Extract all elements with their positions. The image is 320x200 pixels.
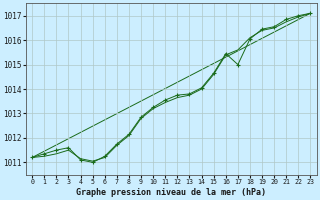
X-axis label: Graphe pression niveau de la mer (hPa): Graphe pression niveau de la mer (hPa) — [76, 188, 266, 197]
